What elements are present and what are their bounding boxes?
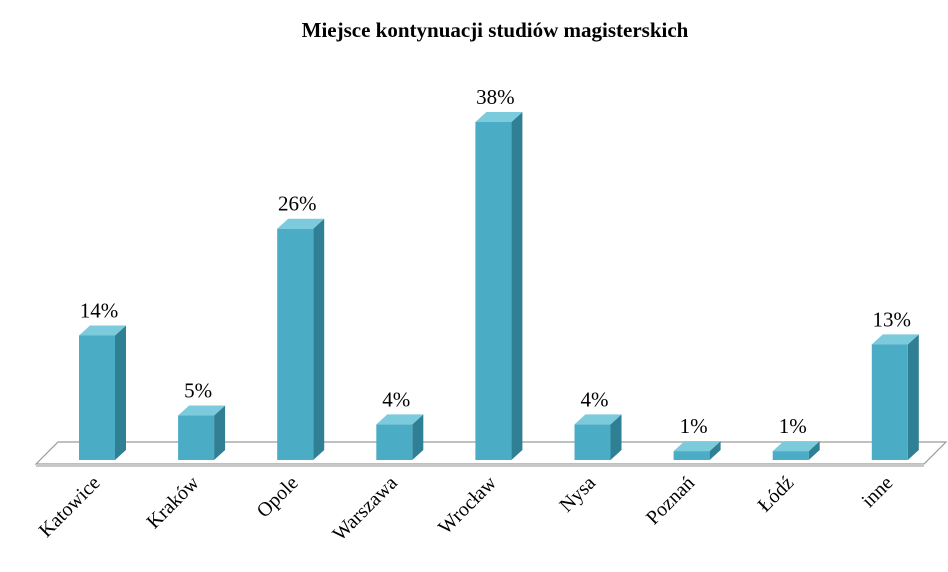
data-label: 14%: [80, 298, 119, 322]
bar-side: [412, 414, 424, 460]
chart-title: Miejsce kontynuacji studiów magisterskic…: [302, 18, 689, 42]
bar-top: [871, 334, 919, 345]
bar-side: [610, 414, 622, 460]
bar: [673, 451, 710, 460]
x-tick-label: Kraków: [143, 472, 205, 534]
x-tick-label: Warszawa: [329, 472, 402, 545]
bar-side: [511, 112, 523, 460]
bar-top: [574, 414, 622, 425]
bar-side: [214, 405, 226, 460]
bar-top: [277, 218, 325, 229]
bar-top: [79, 325, 126, 336]
bar: [574, 424, 611, 460]
x-tick-label: Nysa: [555, 472, 600, 517]
bar: [376, 424, 413, 460]
bar-side: [115, 325, 126, 460]
floor-edge: [36, 464, 924, 467]
bar-top: [376, 414, 424, 425]
data-label: 4%: [382, 387, 410, 411]
x-tick-label: Katowice: [35, 472, 105, 542]
bar: [475, 122, 512, 460]
bar-side: [808, 441, 820, 460]
bar: [178, 415, 215, 460]
bar-side: [907, 334, 919, 460]
bar-side: [313, 218, 325, 460]
bar: [871, 344, 908, 460]
x-tick-label: Wrocław: [434, 472, 501, 539]
bar-top: [178, 405, 226, 416]
data-label: 38%: [476, 85, 515, 109]
bar-side: [709, 441, 721, 460]
bar-top: [772, 441, 820, 452]
x-tick-label: Poznań: [642, 472, 699, 529]
data-label: 13%: [873, 307, 912, 331]
bar-top: [673, 441, 721, 452]
data-label: 5%: [184, 379, 212, 403]
bar: [772, 451, 809, 460]
data-label: 1%: [779, 414, 807, 438]
bar-top: [475, 112, 523, 122]
x-tick-label: Opole: [253, 472, 303, 522]
data-label: 4%: [581, 387, 609, 411]
x-tick-label: inne: [857, 472, 897, 512]
data-label: 1%: [680, 414, 708, 438]
bar: [277, 228, 314, 460]
data-label: 26%: [278, 192, 317, 216]
bar: [79, 335, 115, 460]
x-tick-label: Łódź: [754, 472, 799, 517]
